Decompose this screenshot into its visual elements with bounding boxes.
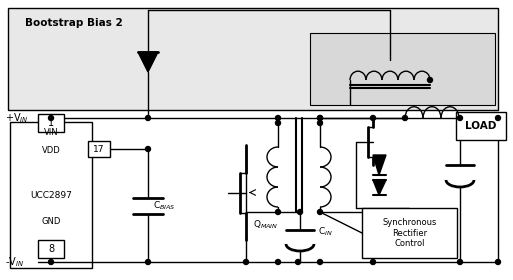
Text: LOAD: LOAD (465, 121, 497, 131)
Circle shape (146, 116, 150, 120)
Text: VDD: VDD (42, 146, 61, 155)
Circle shape (496, 260, 501, 265)
Circle shape (318, 116, 323, 120)
Text: 1: 1 (48, 118, 54, 128)
Circle shape (458, 116, 463, 120)
Circle shape (370, 260, 376, 265)
Text: Bootstrap Bias 2: Bootstrap Bias 2 (25, 18, 123, 28)
Circle shape (403, 116, 407, 120)
Polygon shape (373, 155, 386, 175)
Bar (456, 112, 506, 140)
Text: 8: 8 (48, 244, 54, 254)
Bar (38, 240, 64, 258)
Bar (38, 114, 64, 132)
Circle shape (146, 260, 150, 265)
Circle shape (496, 116, 501, 120)
Text: Q$_{MAIN}$: Q$_{MAIN}$ (253, 219, 279, 231)
Circle shape (318, 209, 323, 214)
Text: 17: 17 (93, 144, 105, 153)
Text: C$_{IN}$: C$_{IN}$ (318, 226, 333, 238)
Text: Synchronous
Rectifier
Control: Synchronous Rectifier Control (382, 218, 437, 248)
Text: -V$_{IN}$: -V$_{IN}$ (5, 255, 24, 269)
Circle shape (49, 260, 53, 265)
Text: VIN: VIN (44, 127, 58, 137)
Text: UCC2897: UCC2897 (30, 190, 72, 200)
Circle shape (275, 120, 281, 125)
Text: GND: GND (42, 218, 61, 227)
Text: C$_{BIAS}$: C$_{BIAS}$ (153, 199, 176, 212)
Circle shape (275, 209, 281, 214)
Circle shape (49, 116, 53, 120)
Polygon shape (138, 52, 158, 72)
Polygon shape (373, 180, 386, 195)
Circle shape (318, 116, 323, 120)
Circle shape (318, 120, 323, 125)
Circle shape (275, 260, 281, 265)
Circle shape (318, 260, 323, 265)
Bar (8, 8, 498, 110)
Circle shape (146, 146, 150, 151)
Circle shape (244, 260, 248, 265)
Text: +V$_{IN}$: +V$_{IN}$ (5, 111, 29, 125)
Bar (362, 208, 457, 258)
Bar (310, 33, 495, 105)
Circle shape (295, 260, 301, 265)
Circle shape (275, 116, 281, 120)
Bar (88, 141, 110, 157)
Circle shape (427, 78, 432, 83)
Bar (10, 122, 92, 268)
Circle shape (370, 116, 376, 120)
Circle shape (298, 209, 303, 214)
Circle shape (458, 260, 463, 265)
